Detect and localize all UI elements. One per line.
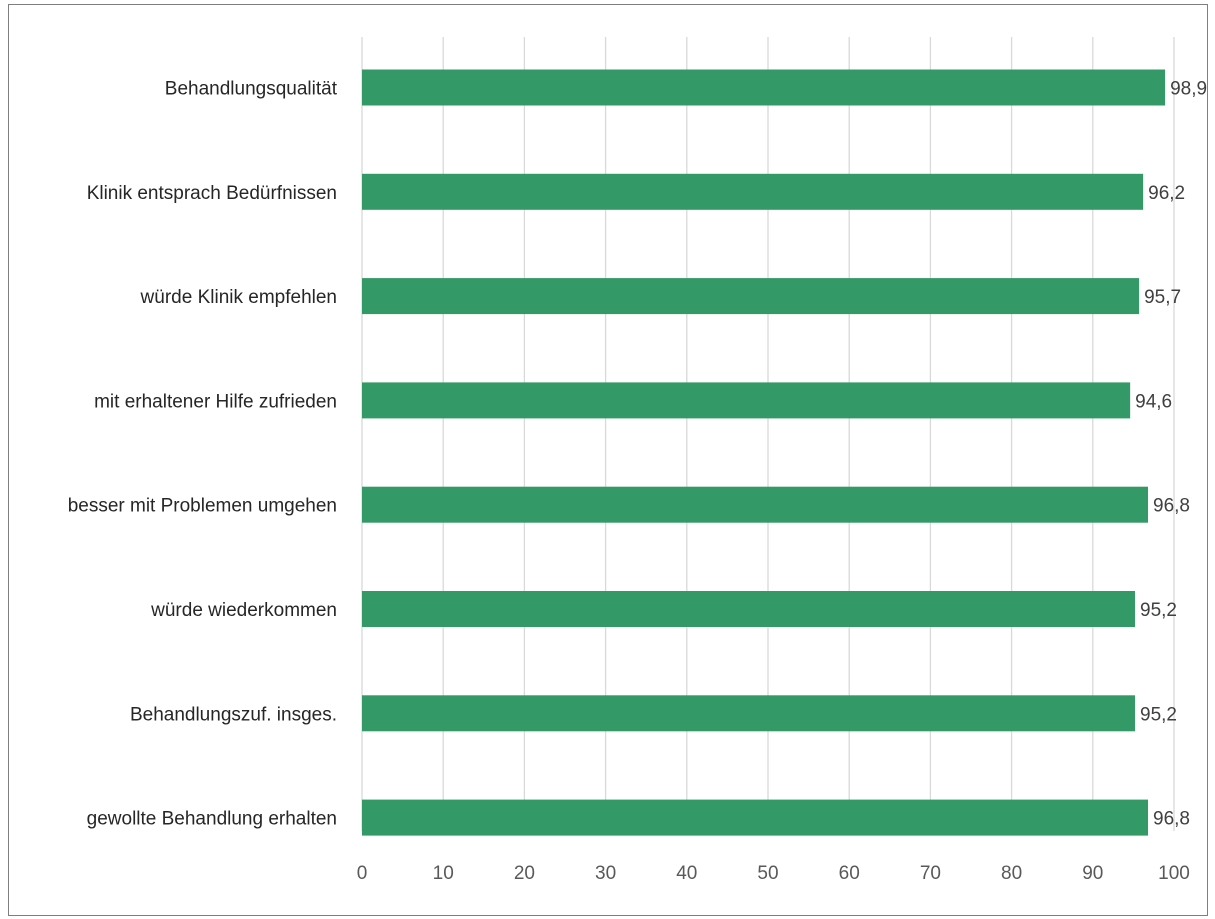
- bar-6: [362, 591, 1136, 627]
- category-label-3: würde Klinik empfehlen: [140, 287, 337, 308]
- x-tick-label-90: 90: [1082, 863, 1103, 884]
- value-labels: 98,9 96,2 95,7 94,6 96,8 95,2 95,2 96,8: [1135, 79, 1207, 830]
- value-label-7: 95,2: [1140, 704, 1177, 725]
- x-tick-label-20: 20: [514, 863, 535, 884]
- category-label-5: besser mit Problemen umgehen: [68, 496, 337, 517]
- bar-5: [362, 486, 1149, 523]
- x-tick-label-80: 80: [1001, 863, 1022, 884]
- value-label-6: 95,2: [1140, 600, 1177, 621]
- x-tick-label-100: 100: [1158, 863, 1190, 884]
- category-label-6: würde wiederkommen: [150, 600, 337, 621]
- bar-4: [362, 382, 1131, 419]
- bar-2: [362, 173, 1144, 210]
- bar-7: [362, 695, 1136, 732]
- x-tick-label-10: 10: [433, 863, 454, 884]
- chart-frame: Behandlungsqualität Klinik entsprach Bedü…: [8, 4, 1208, 916]
- category-labels: Behandlungsqualität Klinik entsprach Bedü…: [68, 79, 338, 830]
- x-tick-label-60: 60: [839, 863, 860, 884]
- x-tick-label-40: 40: [676, 863, 697, 884]
- bar-8: [362, 799, 1149, 836]
- x-tick-label-30: 30: [595, 863, 616, 884]
- x-tick-label-50: 50: [757, 863, 778, 884]
- value-label-3: 95,7: [1144, 287, 1181, 308]
- x-tick-label-70: 70: [920, 863, 941, 884]
- bar-chart: Behandlungsqualität Klinik entsprach Bedü…: [68, 37, 1207, 884]
- value-label-4: 94,6: [1135, 391, 1172, 412]
- value-label-1: 98,9: [1170, 79, 1207, 100]
- category-label-4: mit erhaltener Hilfe zufrieden: [94, 391, 337, 412]
- value-label-8: 96,8: [1153, 809, 1190, 830]
- x-axis-tick-labels: 0 10 20 30 40 50 60 70 80 90 100: [357, 863, 1190, 884]
- bar-1: [362, 69, 1166, 106]
- category-label-7: Behandlungszuf. insges.: [130, 704, 337, 725]
- x-tick-label-0: 0: [357, 863, 368, 884]
- category-label-2: Klinik entsprach Bedürfnissen: [87, 183, 337, 204]
- bars: [362, 69, 1166, 836]
- value-label-5: 96,8: [1153, 496, 1190, 517]
- value-label-2: 96,2: [1148, 183, 1185, 204]
- category-label-1: Behandlungsqualität: [165, 79, 338, 100]
- category-label-8: gewollte Behandlung erhalten: [87, 809, 337, 830]
- bar-3: [362, 278, 1140, 315]
